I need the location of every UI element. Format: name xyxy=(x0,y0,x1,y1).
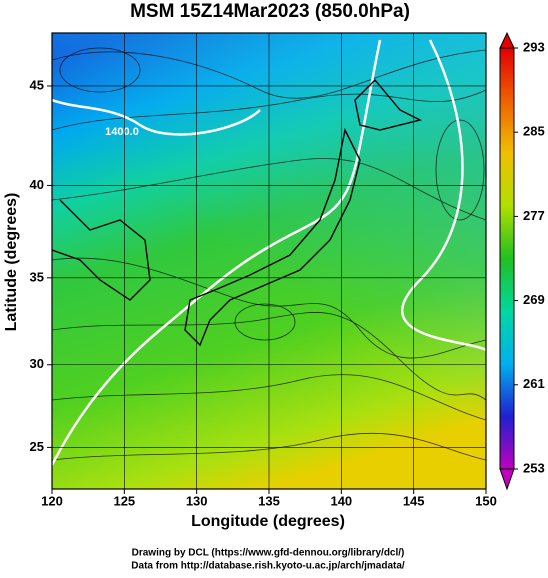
streamline xyxy=(52,312,486,401)
footer-line: Drawing by DCL (https://www.gfd-dennou.o… xyxy=(132,548,405,559)
streamline xyxy=(52,158,486,221)
footer-line: Data from http://database.rish.kyoto-u.a… xyxy=(131,561,405,572)
y-tick-label: 30 xyxy=(30,356,44,371)
colorbar-tick-label: 277 xyxy=(523,208,545,223)
x-axis-label: Longitude (degrees) xyxy=(191,513,345,530)
title: MSM 15Z14Mar2023 (850.0hPa) xyxy=(130,1,410,22)
x-tick-label: 135 xyxy=(258,493,280,508)
x-tick-label: 150 xyxy=(475,493,497,508)
contour xyxy=(401,39,486,352)
streamline xyxy=(234,303,296,341)
x-tick-label: 140 xyxy=(330,493,352,508)
x-tick-label: 130 xyxy=(186,493,208,508)
streamline xyxy=(52,374,486,421)
y-tick-label: 25 xyxy=(30,439,44,454)
contour-label: 1400.0 xyxy=(105,126,139,138)
y-tick-label: 35 xyxy=(30,269,44,284)
colorbar-tick-label: 293 xyxy=(523,39,545,54)
colorbar-tick-label: 253 xyxy=(523,460,545,475)
colorbar xyxy=(499,47,515,470)
colorbar-extend xyxy=(499,31,515,49)
contour xyxy=(52,98,261,136)
contour xyxy=(52,39,382,466)
streamline xyxy=(52,257,486,359)
x-tick-label: 145 xyxy=(403,493,425,508)
streamline xyxy=(52,432,486,461)
colorbar-extend xyxy=(499,468,515,491)
x-tick-label: 125 xyxy=(113,493,135,508)
streamline xyxy=(59,47,141,93)
colorbar-tick-label: 261 xyxy=(523,376,545,391)
coastline xyxy=(52,78,423,347)
y-tick-label: 45 xyxy=(30,77,44,92)
streamline xyxy=(52,89,486,131)
streamline xyxy=(435,119,485,221)
y-tick-label: 40 xyxy=(30,177,44,192)
colorbar-tick-label: 269 xyxy=(523,292,545,307)
y-axis-label: Latitude (degrees) xyxy=(3,193,20,332)
colorbar-tick-label: 285 xyxy=(523,124,545,139)
x-tick-label: 120 xyxy=(41,493,63,508)
